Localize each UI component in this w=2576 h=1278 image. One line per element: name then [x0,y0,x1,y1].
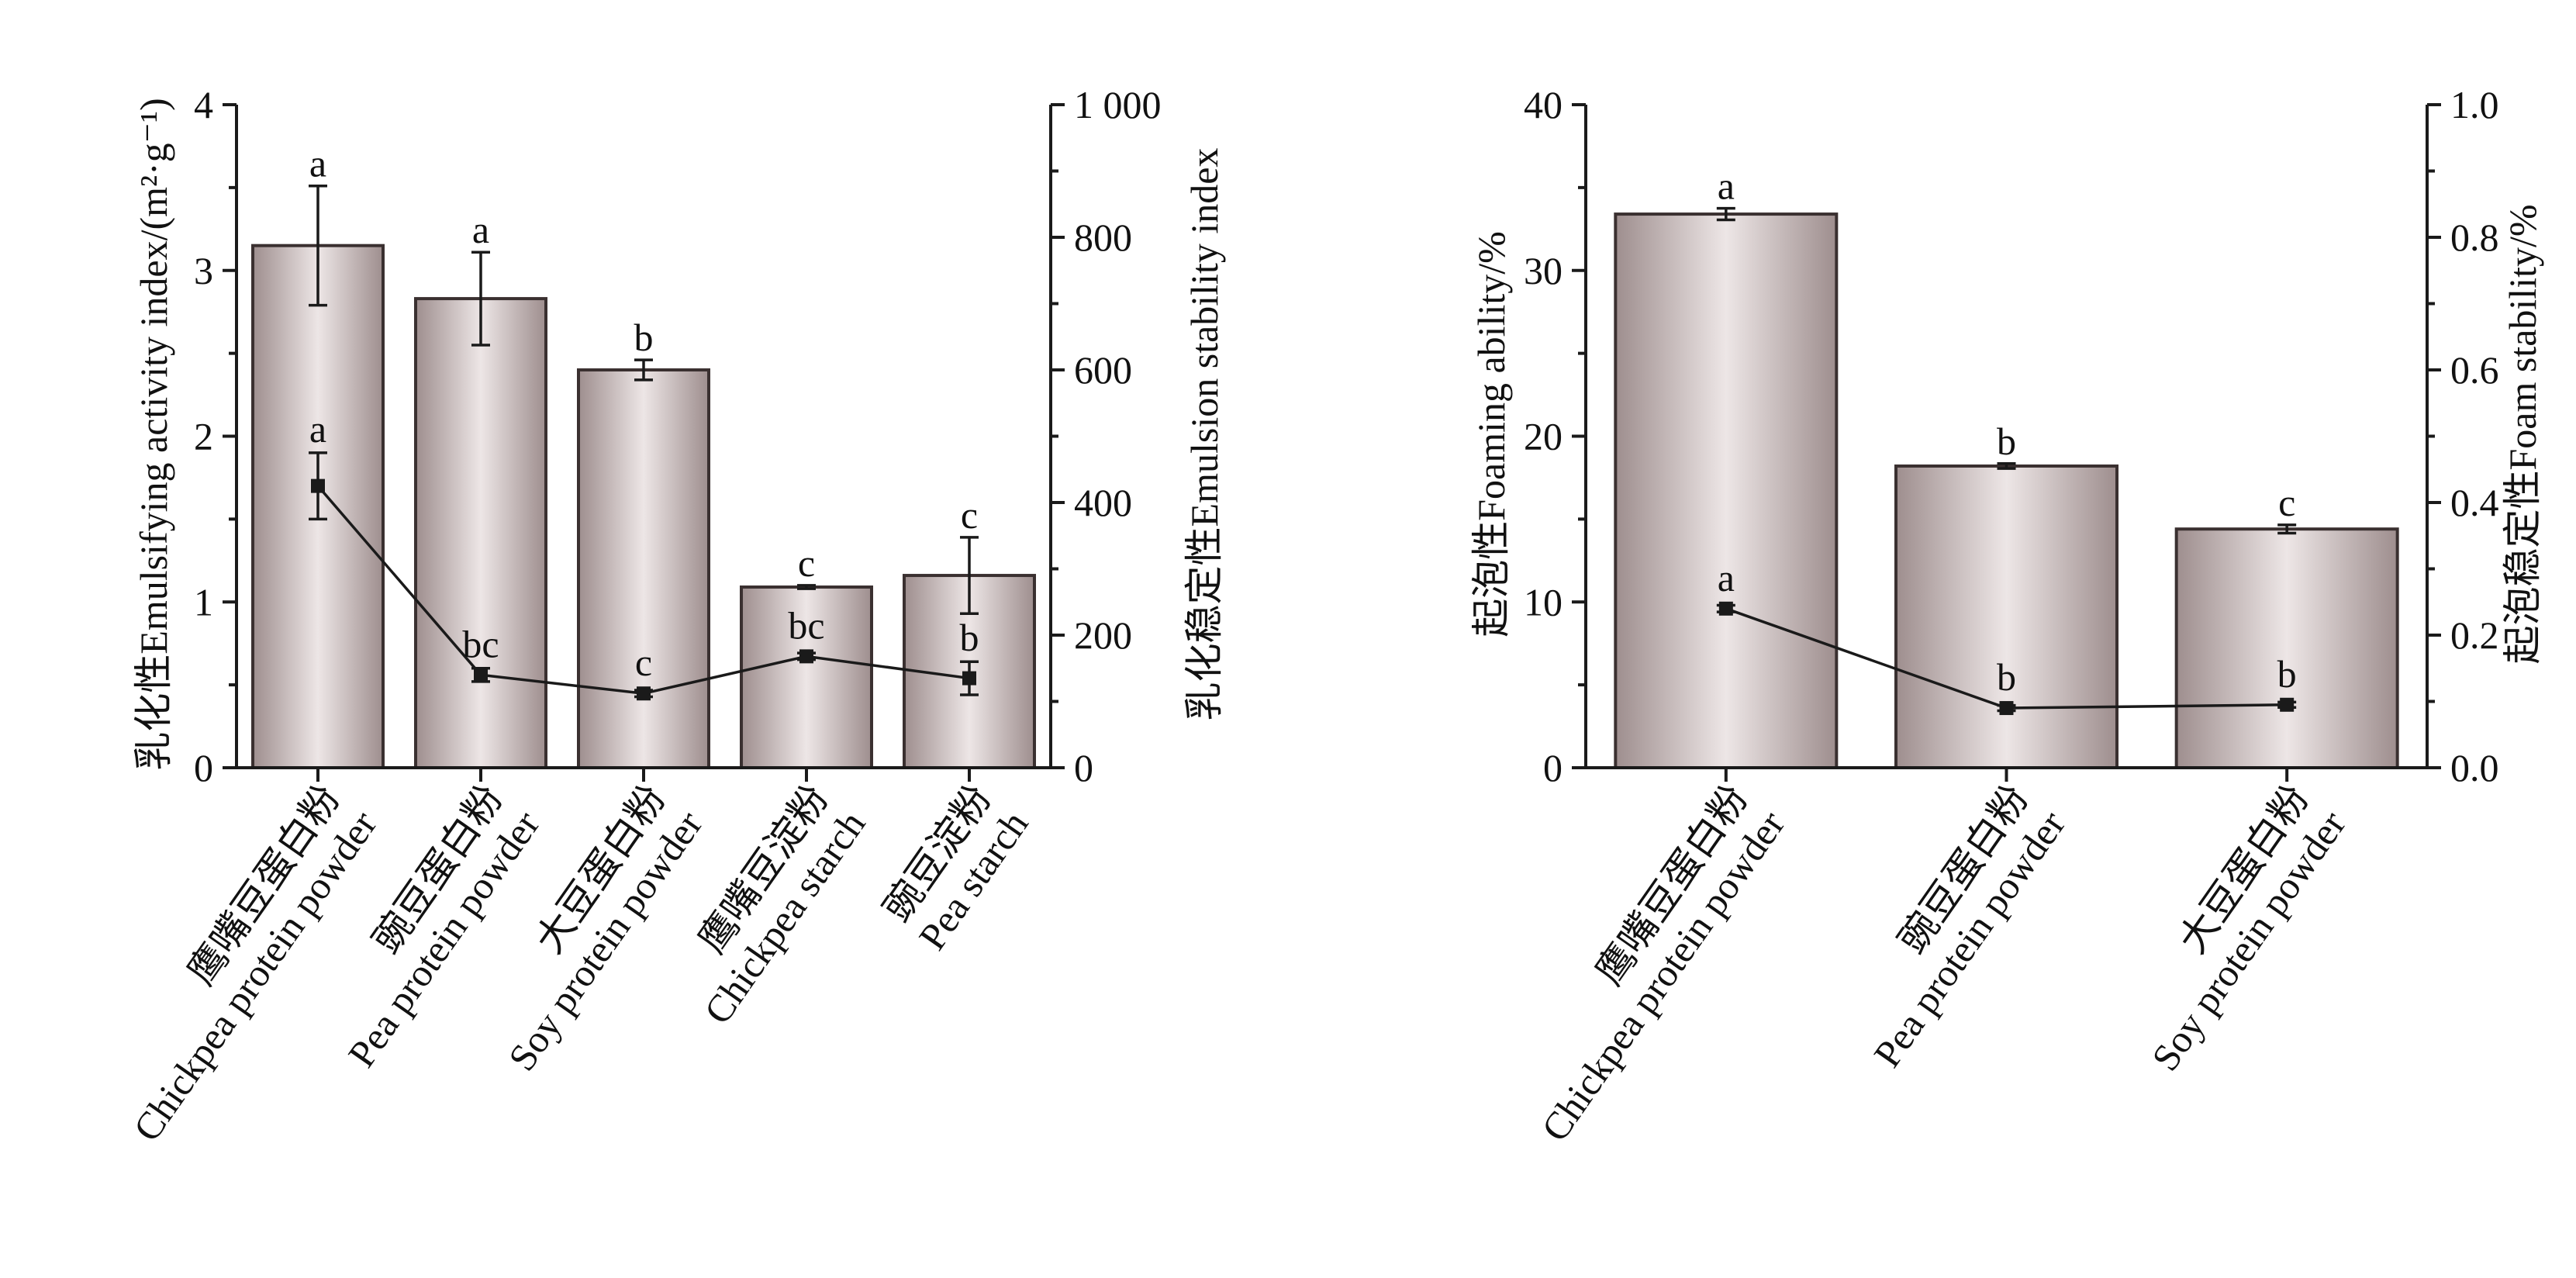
point-significance-letter: b [2277,652,2297,696]
category-label-en: Chickpea protein powder [1533,803,1794,1148]
right-tick-label: 0.2 [2450,613,2499,657]
bar [1614,212,1839,769]
data-point [1718,601,1733,616]
point-significance-letter: a [1718,556,1735,599]
point-significance-letter: a [309,407,326,451]
point-significance-letter: bc [462,622,499,665]
emulsifying-activity-bars [251,184,1036,770]
right-tick-label: 0.4 [2450,481,2499,524]
bar-significance-letter: a [472,208,489,251]
bar [2174,527,2399,769]
bar-significance-letter: b [634,316,654,359]
data-point [962,671,976,686]
bar-significance-letter: c [2278,481,2295,524]
right-tick-label: 1.0 [2450,83,2499,126]
left-tick-label: 0 [1543,746,1563,789]
emulsion-stability-axis-title: 乳化稳定性Emulsion stability index [1183,148,1226,721]
right-tick-label: 600 [1074,348,1132,392]
right-tick-label: 0.6 [2450,348,2499,392]
bar [1894,464,2118,769]
emulsifying-axes [223,103,1065,782]
bar-significance-letter: c [798,541,815,585]
left-tick-label: 40 [1524,83,1563,126]
left-tick-label: 4 [194,83,213,126]
point-significance-letter: b [1997,655,2016,699]
emulsion-stability-line [309,451,979,701]
left-tick-label: 10 [1524,580,1563,623]
bar-significance-letter: c [961,493,978,537]
left-tick-label: 3 [194,249,213,292]
right-tick-label: 0 [1074,746,1093,789]
bar-significance-letter: b [1997,420,2016,463]
foam-stability-line [1716,601,2297,716]
foaming-chart: 0 10 20 30 40 0.0 0.2 0.4 0.6 0.8 1.0 鹰嘴豆蛋白粉Chickp… [1469,83,2544,1149]
point-significance-letter: bc [788,603,824,647]
right-tick-label: 0.0 [2450,746,2499,789]
data-point [474,668,488,682]
right-tick-label: 800 [1074,216,1132,259]
foam-stability-axis-title: 起泡稳定性Foam stability/% [2501,204,2544,664]
bar [577,368,710,769]
point-significance-letter: c [635,641,652,684]
data-point [2280,697,2295,712]
right-tick-label: 400 [1074,481,1132,524]
foaming-ability-bars [1614,206,2399,769]
foaming-tick-labels: 0 10 20 30 40 0.0 0.2 0.4 0.6 0.8 1.0 [1524,83,2499,789]
foaming-axes [1572,103,2441,782]
data-point [799,649,813,664]
foaming-ability-axis-title: 起泡性Foaming ability/% [1469,231,1513,637]
data-point [637,686,651,701]
bar-significance-letter: a [309,142,326,185]
left-tick-label: 20 [1524,415,1563,458]
left-tick-label: 0 [194,746,213,789]
right-tick-label: 0.8 [2450,216,2499,259]
data-point [1999,701,2014,716]
left-tick-label: 2 [194,415,213,458]
left-tick-label: 30 [1524,249,1563,292]
foaming-significance-letters: a b c a b b [1718,164,2297,699]
data-point [311,478,325,493]
category-label-en: Chickpea protein powder [125,803,385,1148]
point-significance-letter: b [960,616,979,659]
bar-significance-letter: a [1718,164,1735,208]
right-tick-label: 200 [1074,613,1132,657]
left-tick-label: 1 [194,580,213,623]
bar [414,297,547,769]
emulsifying-tick-labels: 0 1 2 3 4 0 200 400 600 800 1 000 [194,83,1162,789]
right-tick-label: 1 000 [1074,83,1162,126]
emulsifying-activity-axis-title: 乳化性Emulsifying activity index/(m²·g⁻¹) [132,98,175,770]
